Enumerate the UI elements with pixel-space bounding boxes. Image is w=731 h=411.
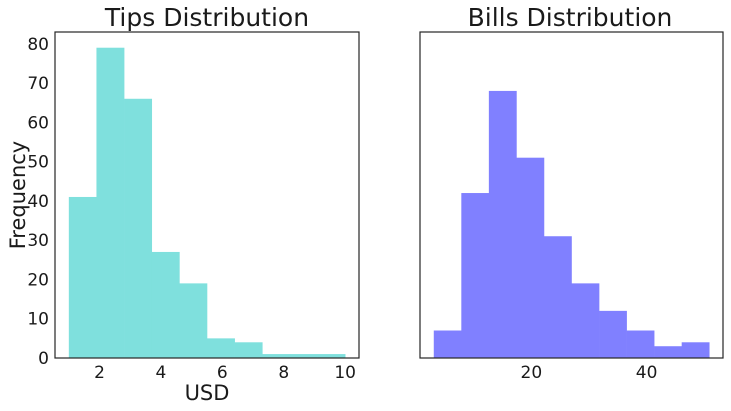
bills-plot-frame — [419, 31, 724, 359]
bills-x-tick-label: 20 — [521, 363, 543, 383]
tips-y-tick-label: 20 — [27, 270, 49, 290]
bills-bar — [571, 283, 600, 358]
tips-y-tick-label: 50 — [27, 153, 49, 173]
bills-bar — [599, 310, 627, 358]
tips-y-axis-label: Frequency — [6, 141, 30, 250]
tips-bars — [68, 47, 346, 359]
bills-bars — [433, 90, 710, 359]
tips-bar — [262, 354, 291, 358]
tips-bar — [289, 354, 318, 358]
tips-ticks: 2 4 6 8 10 0 10 20 30 40 50 60 70 80 — [27, 35, 356, 383]
bills-chart-title: Bills Distribution — [468, 3, 673, 32]
bills-bar — [488, 90, 517, 359]
bills-bar — [433, 330, 462, 358]
tips-x-axis-label: USD — [185, 381, 230, 405]
tips-x-tick-label: 6 — [217, 363, 228, 383]
tips-bar — [207, 338, 235, 358]
tips-x-tick-label: 4 — [156, 363, 167, 383]
bills-bar — [516, 157, 545, 358]
tips-chart-title: Tips Distribution — [104, 3, 309, 32]
bills-bar — [461, 193, 490, 358]
tips-bar — [179, 283, 208, 358]
bills-histogram: Bills Distribution 20 40 — [419, 3, 724, 383]
tips-y-tick-label: 60 — [27, 113, 49, 133]
tips-histogram: Tips Distribution 2 4 6 8 10 0 10 20 30 40 50 60 70 8… — [6, 3, 360, 405]
tips-y-tick-label: 40 — [27, 192, 49, 212]
bills-x-tick-label: 40 — [636, 363, 658, 383]
bills-bar — [654, 346, 682, 358]
tips-bar — [151, 251, 180, 358]
bills-bar — [543, 236, 572, 358]
tips-bar — [124, 98, 153, 359]
bills-bar — [681, 342, 710, 358]
tips-y-tick-label: 10 — [27, 310, 49, 330]
tips-y-tick-label: 70 — [27, 74, 49, 94]
tips-bar — [96, 47, 125, 359]
tips-x-tick-label: 2 — [94, 363, 105, 383]
tips-bar — [68, 196, 97, 358]
tips-x-tick-label: 8 — [278, 363, 289, 383]
tips-y-tick-label: 0 — [38, 349, 49, 369]
tips-y-tick-label: 80 — [27, 35, 49, 55]
tips-bar — [317, 354, 346, 358]
tips-bar — [234, 342, 263, 358]
tips-plot-frame — [54, 31, 360, 359]
bills-bar — [626, 330, 655, 358]
bills-ticks: 20 40 — [521, 363, 658, 383]
tips-y-tick-label: 30 — [27, 231, 49, 251]
tips-x-tick-label: 10 — [334, 363, 356, 383]
